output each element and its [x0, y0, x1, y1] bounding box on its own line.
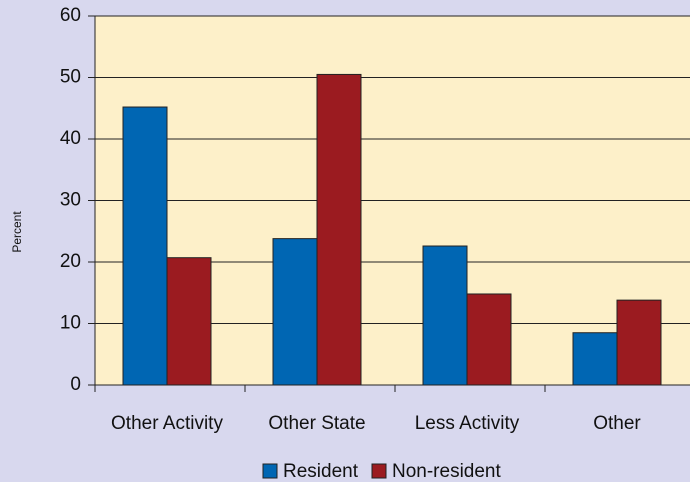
- bar: [166, 257, 212, 386]
- x-tick-label: Other State: [268, 413, 365, 434]
- y-tick-label: 0: [70, 374, 81, 395]
- y-tick-label: 30: [60, 190, 81, 211]
- y-axis-label: Percent: [10, 211, 24, 253]
- x-tick-label: Less Activity: [415, 413, 520, 434]
- bar: [422, 245, 468, 386]
- y-tick-label: 20: [60, 251, 81, 272]
- x-tick-label: Other Activity: [111, 413, 223, 434]
- bar: [616, 299, 662, 386]
- legend-label: Resident: [283, 461, 359, 482]
- legend-label: Non-resident: [392, 461, 501, 482]
- bar: [572, 332, 618, 386]
- x-tick-label: Other: [593, 413, 641, 434]
- bar: [122, 106, 168, 386]
- y-tick-label: 60: [60, 5, 81, 26]
- bar: [272, 238, 318, 386]
- y-tick-label: 10: [60, 313, 81, 334]
- legend-swatch: [262, 463, 278, 479]
- bar: [466, 293, 512, 386]
- y-tick-label: 40: [60, 128, 81, 149]
- y-tick-label: 50: [60, 67, 81, 88]
- legend-swatch: [371, 463, 387, 479]
- bar: [316, 73, 362, 386]
